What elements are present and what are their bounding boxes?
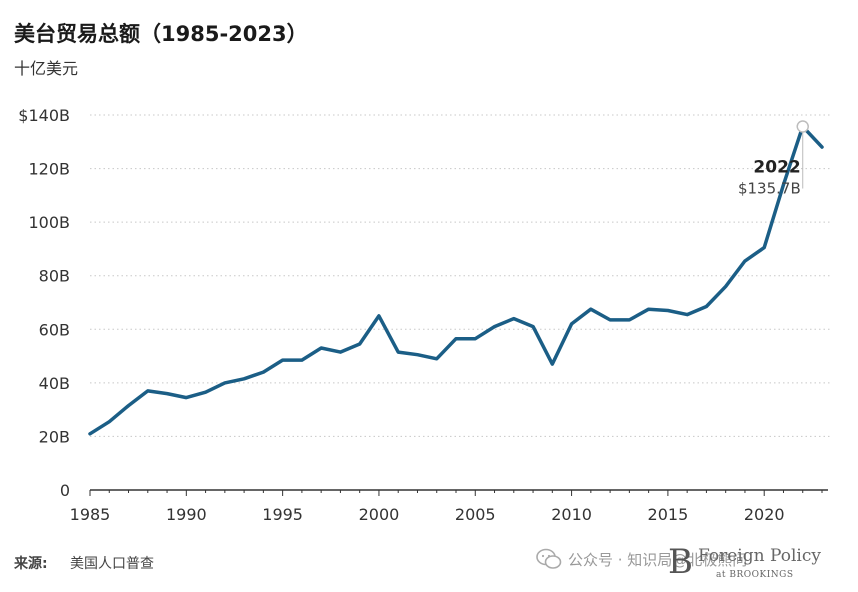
brand-sub: at BROOKINGS	[716, 570, 794, 580]
x-tick-label: 2015	[648, 505, 689, 524]
x-tick-label: 1985	[70, 505, 111, 524]
gridlines	[90, 114, 832, 437]
x-tick-label: 2000	[359, 505, 400, 524]
x-tick-label: 1990	[166, 505, 207, 524]
peak-value-label: $135.7B	[738, 180, 801, 198]
y-axis-ticks: 0 20B 40B 60B 80B 100B 120B $140B	[18, 106, 70, 500]
y-tick-label: 0	[60, 481, 70, 500]
watermark: 公众号 · 知识局@北极熊问	[536, 548, 747, 570]
peak-annotation: 2022 $135.7B	[738, 120, 809, 198]
y-tick-label: 40B	[39, 374, 70, 393]
peak-year-label: 2022	[753, 158, 800, 178]
x-axis: 1985 1990 1995 2000 2005 2010 2015 2020	[70, 489, 828, 524]
y-tick-label: 60B	[39, 320, 70, 339]
x-tick-label: 2005	[455, 505, 496, 524]
trade-total-line	[88, 124, 824, 436]
chart-title: 美台贸易总额（1985-2023）	[14, 22, 308, 46]
series-line	[88, 124, 824, 436]
y-tick-label: 120B	[28, 160, 70, 179]
source-text: 美国人口普查	[70, 556, 154, 572]
x-tick-label: 1995	[262, 505, 303, 524]
source-label: 来源:	[14, 556, 48, 572]
brand-letter: B	[668, 542, 693, 582]
brand-name: Foreign Policy	[698, 546, 821, 566]
wechat-icon	[536, 548, 562, 569]
y-tick-label: 80B	[39, 267, 70, 286]
y-tick-label: $140B	[18, 106, 70, 125]
chart-subtitle: 十亿美元	[14, 59, 79, 78]
watermark-text: 公众号 · 知识局@北极熊问	[568, 550, 748, 569]
x-tick-label: 2020	[744, 505, 785, 524]
peak-marker	[796, 120, 809, 133]
y-tick-label: 20B	[39, 427, 70, 446]
x-tick-label: 2010	[551, 505, 592, 524]
y-tick-label: 100B	[28, 213, 70, 232]
